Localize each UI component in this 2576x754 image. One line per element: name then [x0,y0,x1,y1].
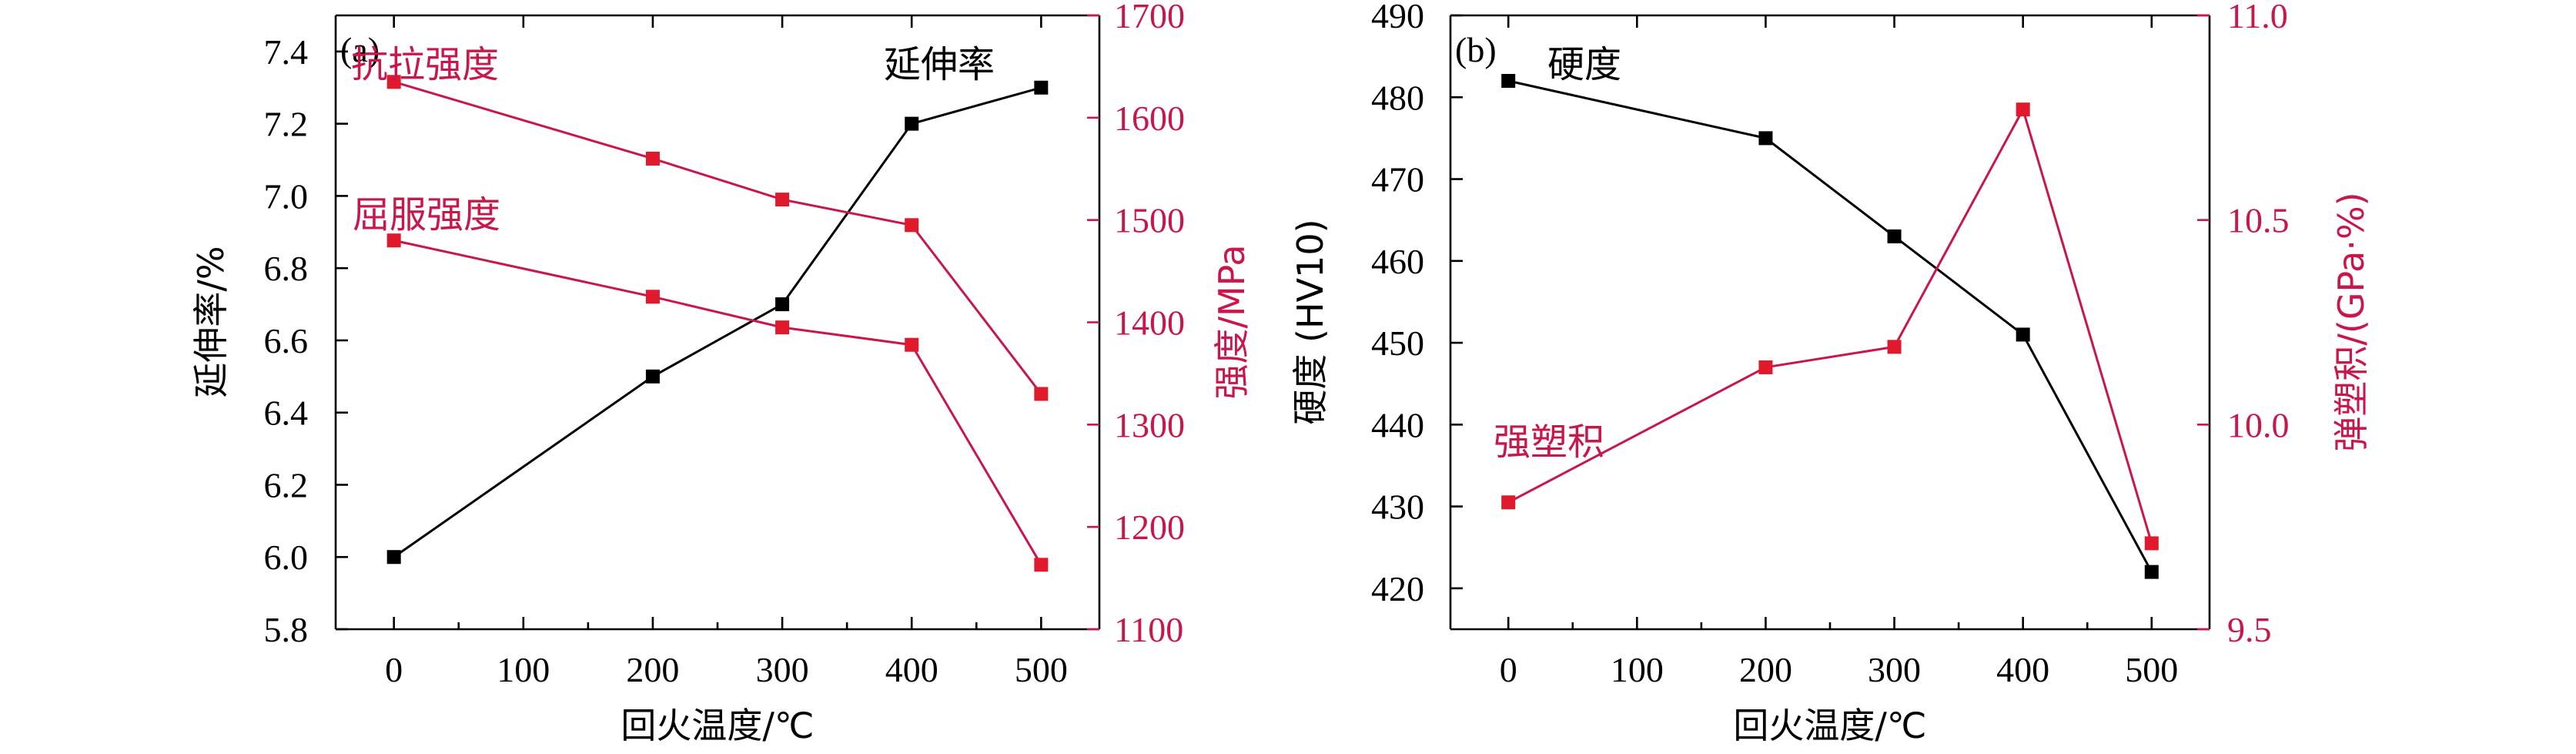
y-right-tick-label: 10.0 [2227,405,2290,444]
series-annotation: 延伸率 [884,43,995,86]
series-annotation: 屈服强度 [353,193,500,236]
x-tick-label: 500 [1015,650,1068,689]
x-tick-label: 200 [626,650,679,689]
y-left-tick-label: 450 [1371,323,1424,363]
data-point [2016,327,2030,342]
panel-a-chart: 0 100 200 300 400 500 5.8 6.0 6.2 6.4 6.6 6.8 7.0 7.2… [190,0,1253,746]
series-annotation: 硬度 [1547,43,1621,86]
y-right-axis-title: 弹塑积/(GPa·%) [2330,192,2372,451]
y-right-tick-label: 9.5 [2227,610,2272,649]
series-line-0 [1507,79,2153,573]
y-right-tick-label: 11.0 [2227,0,2288,35]
y-left-tick-label: 470 [1371,160,1424,199]
y-left-tick-label: 6.2 [264,465,309,504]
x-tick-label: 100 [497,650,550,689]
data-point [1501,74,1516,89]
series-line-0 [393,86,1042,558]
y-left-tick-label: 480 [1371,78,1424,117]
y-right-tick-label: 1400 [1114,303,1185,343]
data-point [775,297,790,312]
data-point [775,320,790,335]
data-point [1034,387,1049,401]
data-point [775,193,790,207]
panel-b-chart: 0 100 200 300 400 500 420 430 440 450 460 470 480 490… [1290,0,2372,746]
y-left-tick-label: 5.8 [264,610,309,649]
y-left-tick-label: 490 [1371,0,1424,35]
panel-label: (a) [340,30,380,69]
y-left-axis-title: 硬度 (HV10) [1290,219,1331,424]
y-left-tick-label: 440 [1371,405,1424,444]
y-right-tick-label: 10.5 [2227,201,2290,240]
y-left-tick-label: 460 [1371,242,1424,281]
y-left-axis-title: 延伸率/% [190,246,232,397]
series-annotation: 强塑积 [1494,421,1604,464]
series-annotation: 抗拉强度 [351,43,499,86]
x-tick-label: 300 [756,650,809,689]
x-tick-label: 200 [1739,650,1792,689]
x-tick-label: 100 [1611,650,1664,689]
series-line-2 [393,239,1042,566]
y-left-tick-label: 6.6 [264,321,309,360]
x-tick-label: 300 [1868,650,1921,689]
y-left-tick-label: 6.4 [264,394,309,433]
x-tick-label: 400 [1996,650,2049,689]
x-axis-title: 回火温度/℃ [1733,705,1926,746]
x-tick-label: 400 [885,650,938,689]
y-left-tick-label: 6.8 [264,249,309,288]
x-tick-label: 0 [1500,650,1517,689]
data-point [1758,131,1773,146]
x-tick-label: 500 [2125,650,2178,689]
y-left-tick-label: 7.2 [264,105,309,144]
y-left-tick-label: 430 [1371,488,1424,527]
data-point [905,116,919,131]
data-point [1887,229,1902,243]
data-point [645,151,660,166]
y-right-tick-label: 1700 [1114,0,1185,35]
data-point [386,550,401,565]
data-point [1887,340,1902,354]
series-line-1 [393,80,1042,395]
y-right-tick-label: 1200 [1114,508,1185,547]
data-point [1501,495,1516,510]
y-left-tick-label: 6.0 [264,538,309,577]
data-point [386,233,401,248]
series-line-1 [1507,106,2153,544]
y-right-tick-label: 1100 [1114,610,1183,649]
y-right-tick-label: 1600 [1114,99,1185,138]
y-left-tick-label: 7.0 [264,176,309,216]
x-tick-label: 0 [385,650,403,689]
data-point [2016,102,2030,117]
data-point [645,369,660,384]
data-point [905,337,919,352]
data-point [2144,536,2159,551]
y-right-tick-label: 1300 [1114,405,1185,444]
data-point [645,290,660,304]
y-right-tick-label: 1500 [1114,201,1185,240]
data-point [1034,558,1049,572]
y-left-tick-label: 420 [1371,569,1424,608]
data-point [1034,80,1049,95]
data-point [386,75,401,89]
data-point [905,218,919,233]
y-right-axis-title: 强度/MPa [1211,244,1253,399]
y-left-tick-label: 7.4 [264,32,309,72]
data-point [1758,360,1773,374]
data-point [2144,565,2159,579]
panel-label: (b) [1455,30,1497,69]
x-axis-title: 回火温度/℃ [621,705,814,746]
